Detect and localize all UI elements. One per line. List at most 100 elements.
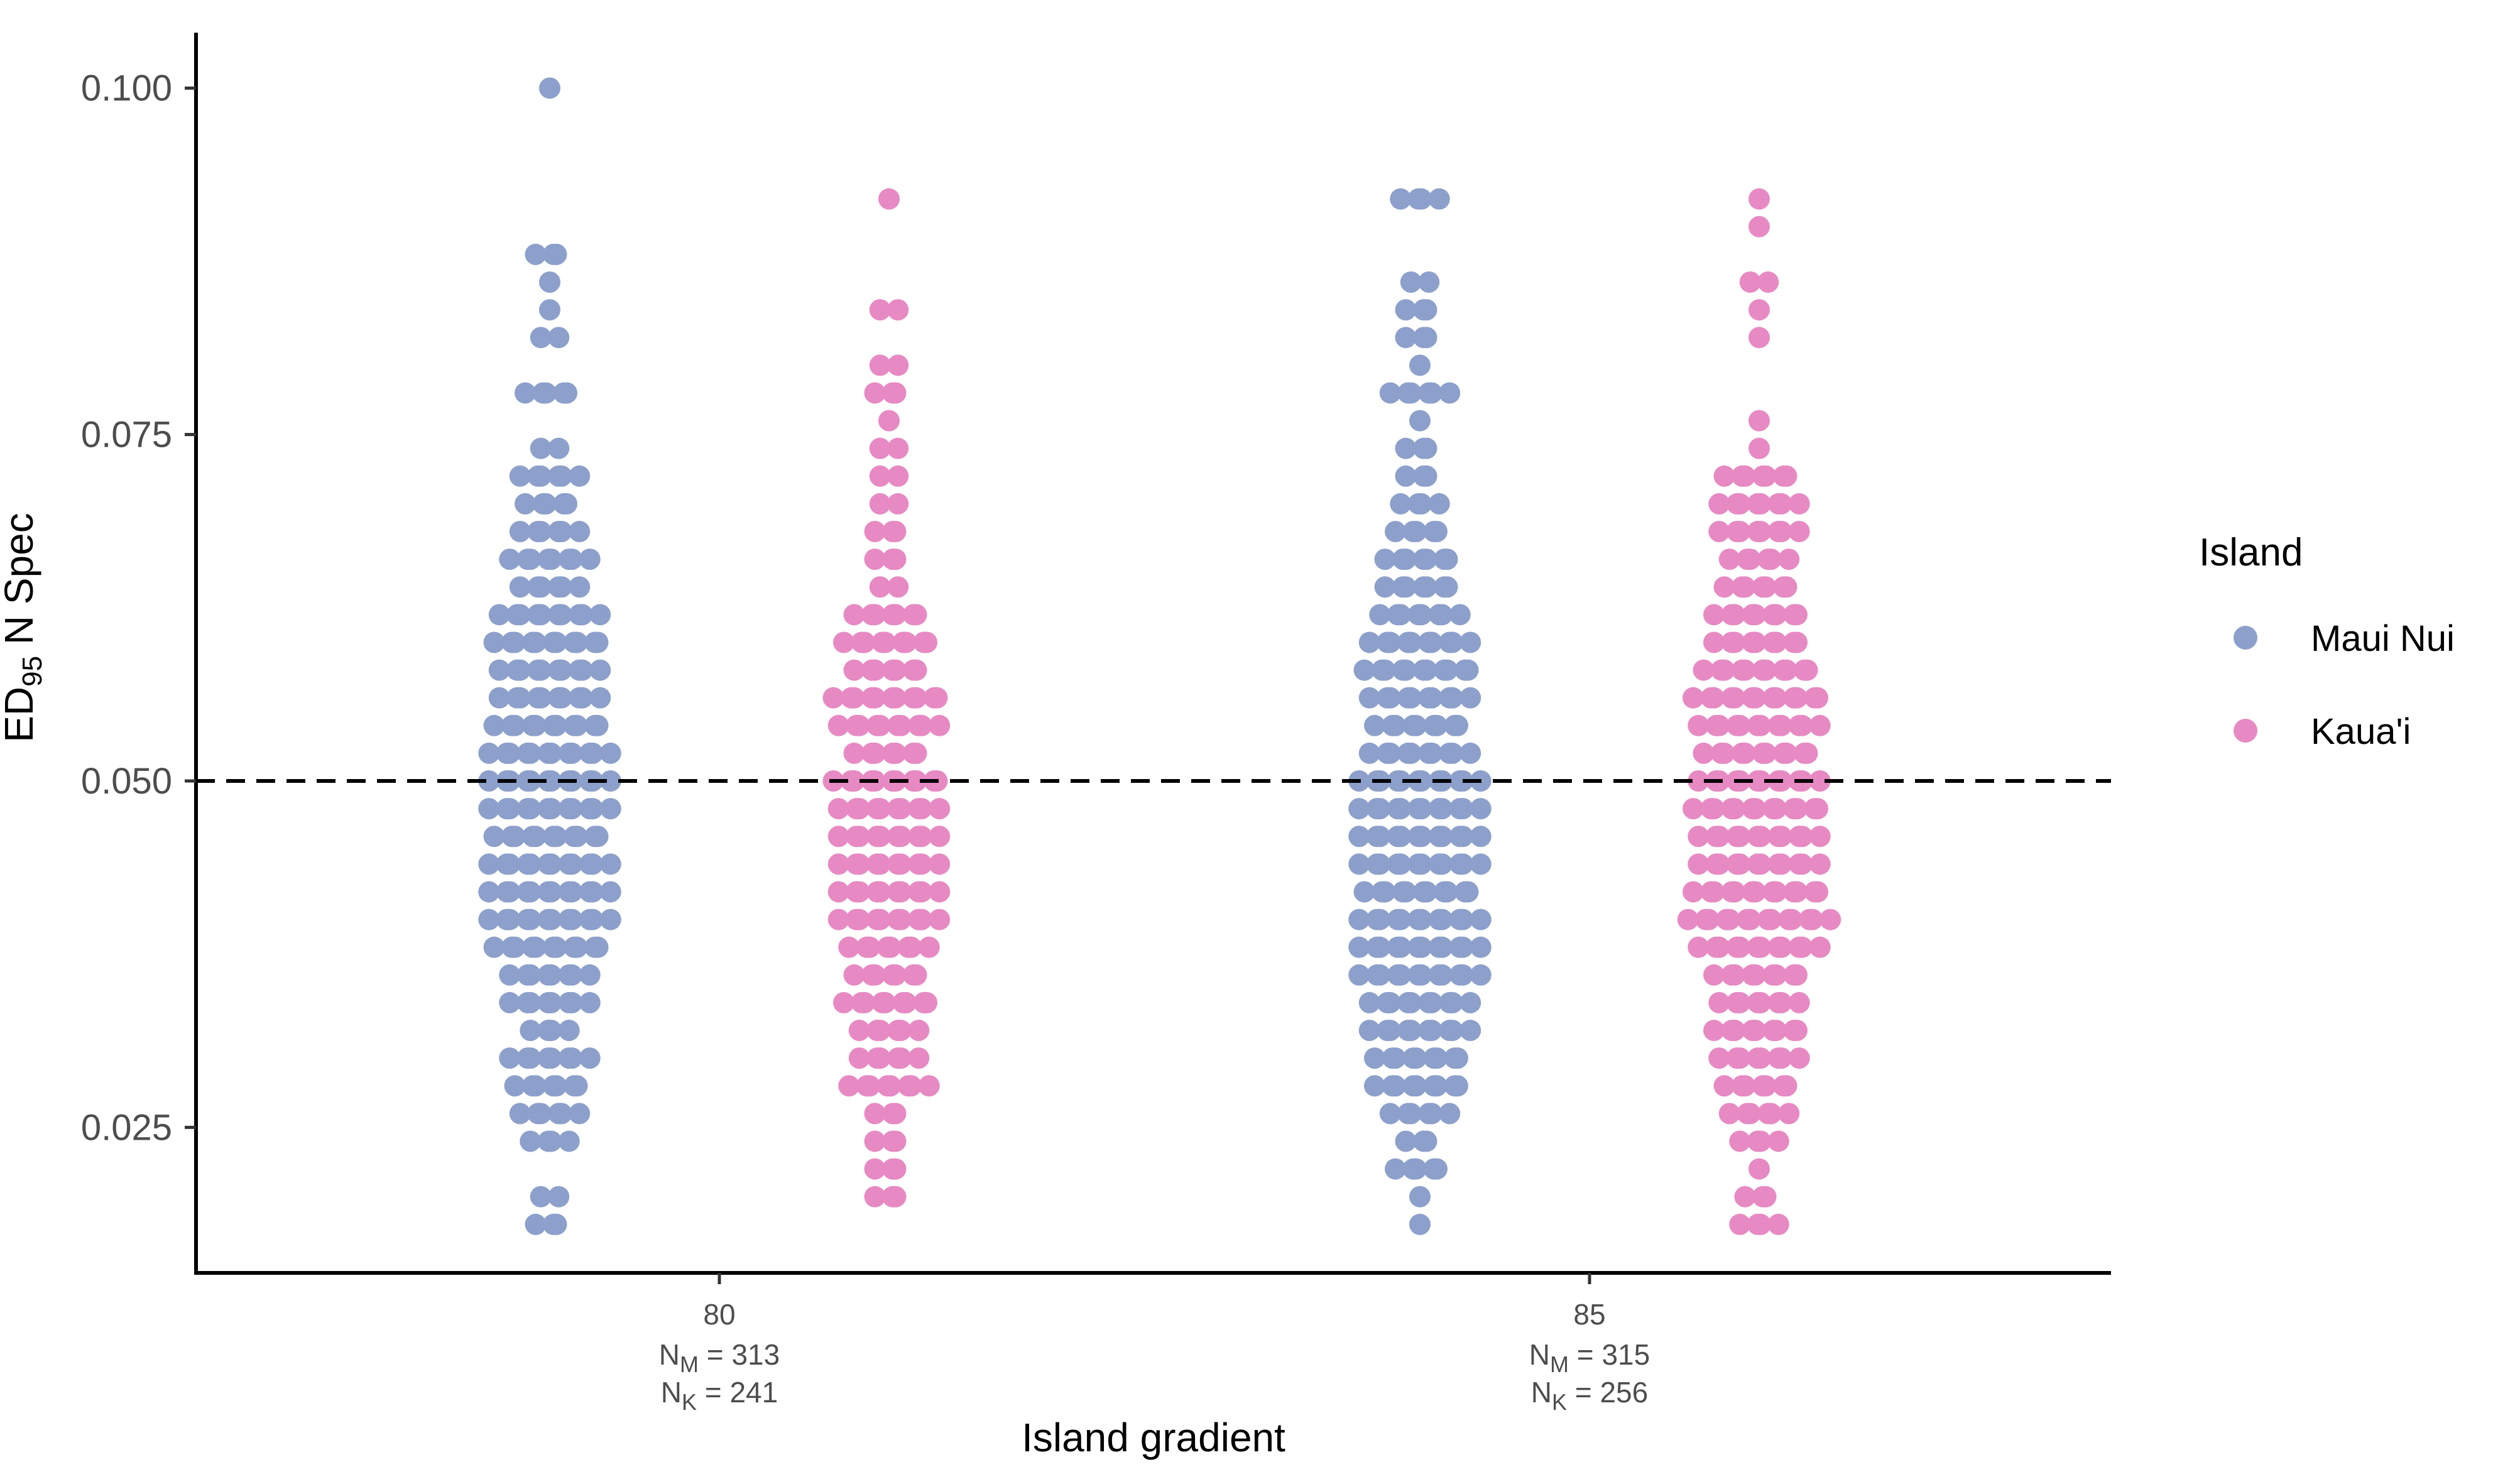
- data-point: [1421, 687, 1443, 709]
- data-point: [1698, 908, 1720, 930]
- data-point: [1426, 521, 1448, 543]
- data-point: [1770, 1047, 1792, 1069]
- data-point: [1369, 936, 1391, 958]
- data-point: [1416, 548, 1437, 570]
- data-point: [878, 410, 900, 432]
- data-point: [885, 1158, 907, 1180]
- data-point: [1395, 576, 1417, 598]
- legend-title: Island: [2199, 531, 2303, 574]
- data-point: [566, 826, 588, 848]
- data-point: [1755, 465, 1777, 487]
- data-point: [1358, 742, 1380, 764]
- data-point: [1750, 1213, 1772, 1235]
- data-point: [890, 1020, 912, 1042]
- data-point: [869, 853, 891, 875]
- data-point: [520, 548, 542, 570]
- data-point: [589, 659, 611, 681]
- data-point: [869, 1020, 891, 1042]
- data-point: [1703, 604, 1725, 626]
- data-point: [1431, 964, 1453, 986]
- data-point: [1708, 991, 1730, 1013]
- data-point: [1447, 1075, 1468, 1097]
- data-point: [1348, 964, 1370, 986]
- data-point: [1374, 881, 1396, 903]
- data-point: [1750, 521, 1772, 543]
- data-point: [843, 687, 865, 709]
- data-point: [1431, 798, 1453, 820]
- data-point: [843, 770, 865, 792]
- data-point: [1745, 604, 1766, 626]
- data-point: [869, 798, 891, 820]
- data-point: [1416, 465, 1437, 487]
- data-point: [509, 521, 531, 543]
- data-point: [1708, 493, 1730, 515]
- data-point: [1353, 659, 1375, 681]
- data-point: [885, 521, 907, 543]
- y-axis-title-subscript: 95: [17, 656, 48, 687]
- data-point: [887, 576, 909, 598]
- data-point: [571, 659, 593, 681]
- data-point: [540, 770, 562, 792]
- data-point: [1683, 687, 1704, 709]
- data-point: [1703, 1020, 1725, 1042]
- data-point: [910, 908, 932, 930]
- data-point: [1776, 1075, 1797, 1097]
- data-point: [483, 826, 505, 848]
- data-point: [556, 382, 577, 404]
- data-point: [1470, 798, 1492, 820]
- data-point: [1734, 576, 1756, 598]
- data-point: [1421, 1020, 1443, 1042]
- data-point: [589, 687, 611, 709]
- data-point: [1708, 714, 1730, 736]
- data-point: [1416, 1130, 1437, 1152]
- data-point: [1750, 493, 1772, 515]
- data-point: [864, 382, 886, 404]
- data-point: [530, 604, 552, 626]
- data-point: [1358, 631, 1380, 653]
- data-point: [504, 826, 526, 848]
- data-point: [900, 1075, 922, 1097]
- data-point: [1796, 659, 1818, 681]
- data-point: [1459, 1020, 1481, 1042]
- data-point: [1760, 1103, 1782, 1125]
- data-point: [1400, 687, 1422, 709]
- data-point: [579, 991, 601, 1013]
- data-point: [1431, 936, 1453, 958]
- data-point: [1765, 687, 1787, 709]
- data-point: [885, 659, 907, 681]
- data-point: [1786, 687, 1808, 709]
- legend-label: Kaua'i: [2311, 711, 2411, 752]
- data-point: [878, 188, 900, 210]
- data-point: [1400, 271, 1422, 293]
- data-point: [1776, 465, 1797, 487]
- data-point: [1807, 881, 1828, 903]
- data-point: [1739, 1103, 1761, 1125]
- data-point: [1426, 1075, 1448, 1097]
- data-point: [1693, 742, 1715, 764]
- data-point: [1470, 826, 1492, 848]
- data-point: [864, 521, 886, 543]
- data-point: [1405, 521, 1427, 543]
- data-point: [566, 714, 588, 736]
- data-point: [535, 493, 557, 515]
- data-point: [1739, 271, 1761, 293]
- data-point: [880, 936, 902, 958]
- data-point: [1809, 826, 1831, 848]
- data-point: [869, 465, 891, 487]
- data-point: [550, 576, 572, 598]
- data-point: [561, 853, 583, 875]
- data-point: [1369, 853, 1391, 875]
- data-point: [1748, 188, 1770, 210]
- data-point: [504, 631, 526, 653]
- data-point: [1390, 908, 1412, 930]
- data-point: [910, 714, 932, 736]
- data-point: [859, 936, 881, 958]
- data-point: [1788, 1047, 1810, 1069]
- data-point: [520, 1130, 542, 1152]
- data-point: [1379, 1020, 1401, 1042]
- legend-swatch: [2234, 719, 2257, 743]
- data-point: [1459, 991, 1481, 1013]
- data-point: [556, 493, 577, 515]
- data-point: [499, 853, 521, 875]
- data-point: [478, 908, 500, 930]
